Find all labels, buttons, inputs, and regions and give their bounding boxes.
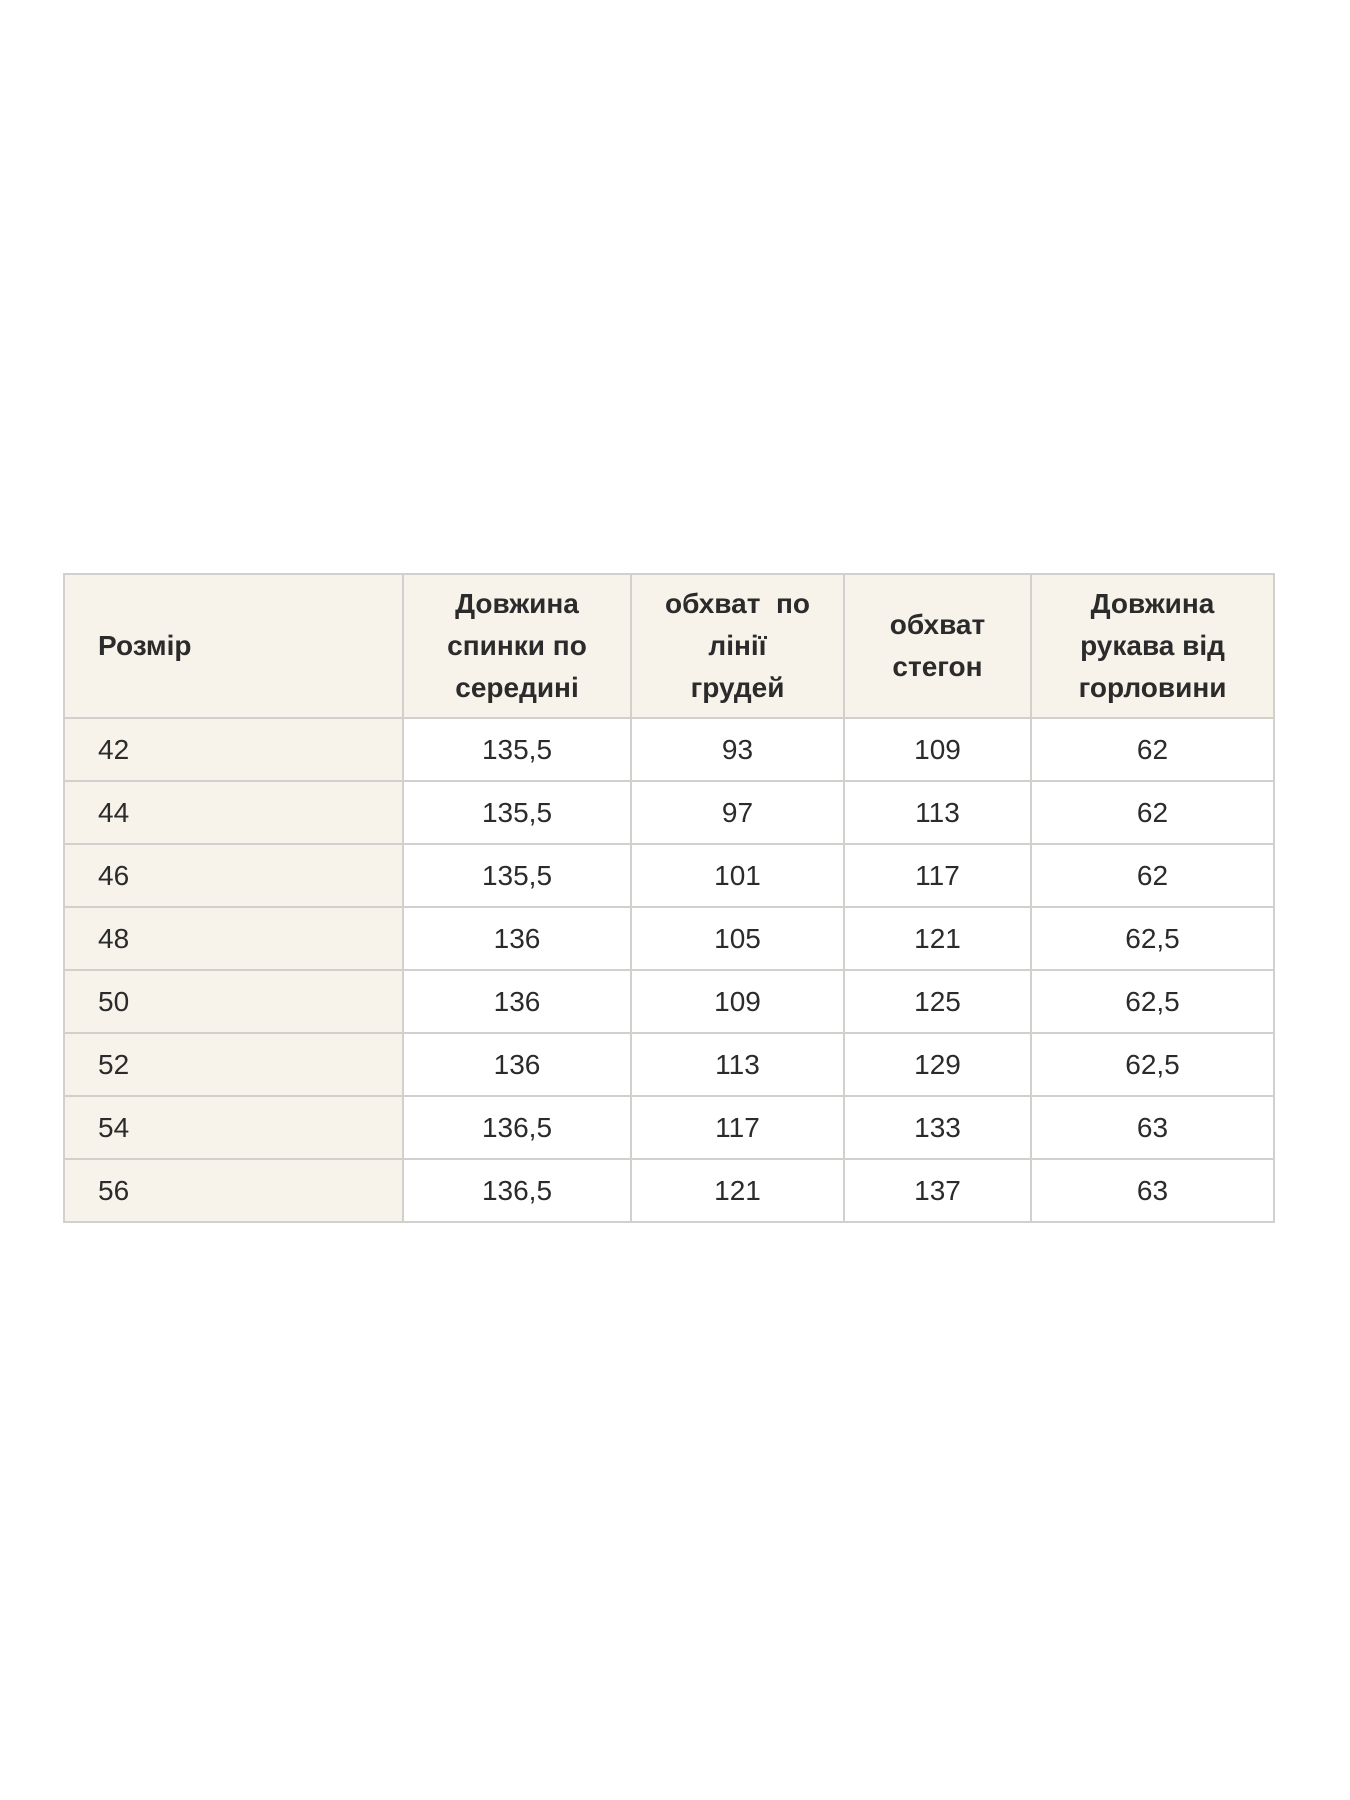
value-cell: 117 [843, 843, 1032, 908]
value-cell: 62,5 [1030, 1032, 1275, 1097]
column-header-back-length: Довжина спинки по середині [402, 573, 632, 719]
value-cell: 121 [630, 1158, 845, 1223]
size-cell: 44 [63, 780, 404, 845]
value-cell: 136,5 [402, 1158, 632, 1223]
size-cell: 54 [63, 1095, 404, 1160]
value-cell: 62,5 [1030, 969, 1275, 1034]
size-cell: 46 [63, 843, 404, 908]
value-cell: 113 [843, 780, 1032, 845]
size-cell: 56 [63, 1158, 404, 1223]
value-cell: 136 [402, 906, 632, 971]
value-cell: 109 [630, 969, 845, 1034]
value-cell: 135,5 [402, 843, 632, 908]
value-cell: 63 [1030, 1158, 1275, 1223]
value-cell: 135,5 [402, 717, 632, 782]
value-cell: 135,5 [402, 780, 632, 845]
size-cell: 42 [63, 717, 404, 782]
value-cell: 125 [843, 969, 1032, 1034]
table-row: 54 136,5 117 133 63 [63, 1095, 1275, 1160]
value-cell: 62,5 [1030, 906, 1275, 971]
size-chart-table: Розмір Довжина спинки по середині обхват… [63, 573, 1275, 1223]
value-cell: 136,5 [402, 1095, 632, 1160]
table-row: 52 136 113 129 62,5 [63, 1032, 1275, 1097]
table-row: 56 136,5 121 137 63 [63, 1158, 1275, 1223]
column-header-chest-girth: обхват по лінії грудей [630, 573, 845, 719]
table-row: 50 136 109 125 62,5 [63, 969, 1275, 1034]
table-row: 44 135,5 97 113 62 [63, 780, 1275, 845]
value-cell: 129 [843, 1032, 1032, 1097]
value-cell: 62 [1030, 780, 1275, 845]
value-cell: 97 [630, 780, 845, 845]
value-cell: 137 [843, 1158, 1032, 1223]
value-cell: 105 [630, 906, 845, 971]
size-cell: 52 [63, 1032, 404, 1097]
size-cell: 48 [63, 906, 404, 971]
header-row: Розмір Довжина спинки по середині обхват… [63, 573, 1275, 719]
table-body: 42 135,5 93 109 62 44 135,5 97 113 62 46 135,5 101 11… [63, 717, 1275, 1223]
column-header-size: Розмір [63, 573, 404, 719]
value-cell: 63 [1030, 1095, 1275, 1160]
column-header-sleeve-length: Довжина рукава від горловини [1030, 573, 1275, 719]
value-cell: 62 [1030, 717, 1275, 782]
size-chart-section: Розмір Довжина спинки по середині обхват… [63, 573, 1275, 1223]
table-row: 46 135,5 101 117 62 [63, 843, 1275, 908]
value-cell: 62 [1030, 843, 1275, 908]
value-cell: 113 [630, 1032, 845, 1097]
value-cell: 101 [630, 843, 845, 908]
column-header-hip-girth: обхват стегон [843, 573, 1032, 719]
value-cell: 133 [843, 1095, 1032, 1160]
value-cell: 93 [630, 717, 845, 782]
size-cell: 50 [63, 969, 404, 1034]
value-cell: 136 [402, 969, 632, 1034]
value-cell: 117 [630, 1095, 845, 1160]
value-cell: 136 [402, 1032, 632, 1097]
value-cell: 109 [843, 717, 1032, 782]
table-row: 42 135,5 93 109 62 [63, 717, 1275, 782]
value-cell: 121 [843, 906, 1032, 971]
table-row: 48 136 105 121 62,5 [63, 906, 1275, 971]
